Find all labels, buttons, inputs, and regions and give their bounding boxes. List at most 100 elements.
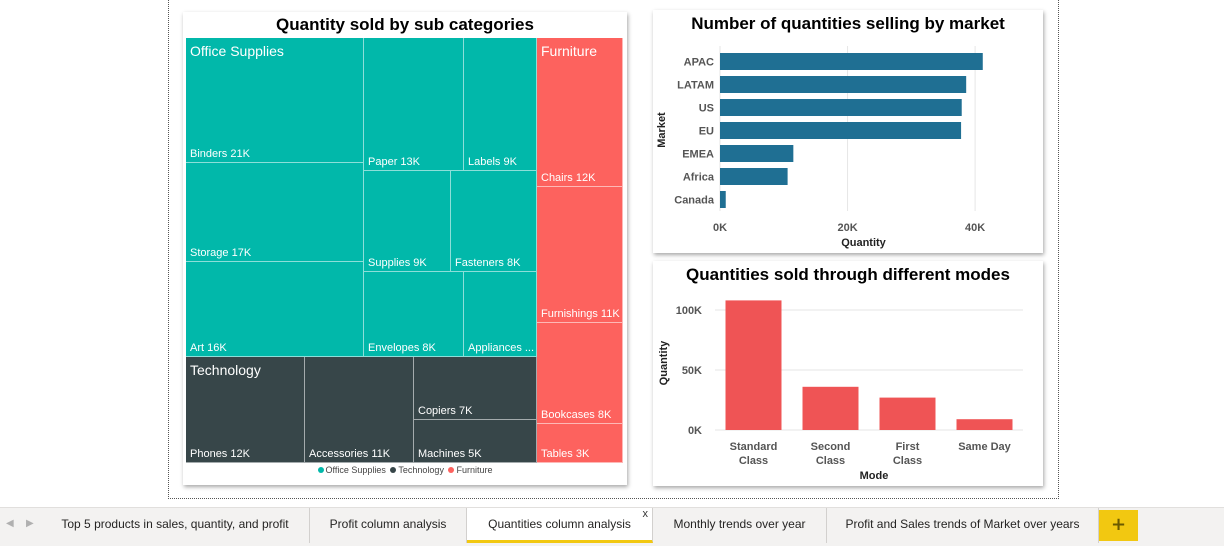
market-chart-title: Number of quantities selling by market: [691, 14, 1005, 33]
treemap-label-bookcases: Bookcases 8K: [541, 409, 612, 421]
treemap-cell-fasteners[interactable]: Fasteners 8K: [451, 171, 537, 272]
treemap-group-furniture: Furniture: [541, 43, 598, 59]
market-x-tick-label: 20K: [837, 222, 857, 234]
treemap-label-furnishings: Furnishings 11K: [541, 308, 620, 320]
legend-dot-office-supplies: [317, 467, 324, 473]
treemap-label-tables: Tables 3K: [541, 448, 590, 460]
treemap-visual[interactable]: Quantity sold by sub categories Office S…: [183, 12, 627, 485]
market-bar: [720, 145, 794, 162]
mode-column-chart-visual[interactable]: Quantities sold through different modes …: [653, 261, 1043, 486]
report-page-frame: [168, 0, 1059, 499]
legend-item-technology[interactable]: Technology: [390, 465, 444, 475]
treemap-cell-labels[interactable]: Labels 9K: [464, 38, 537, 171]
treemap-cell-chairs[interactable]: Furniture Chairs 12K: [537, 38, 623, 187]
treemap-label-binders: Binders 21K: [190, 148, 250, 160]
mode-y-tick-label: 100K: [676, 305, 702, 317]
treemap-cell-machines[interactable]: Machines 5K: [414, 420, 537, 463]
mode-column-chart: 0K 50K 100K Standard Class Second Class First Cl…: [658, 300, 1023, 482]
legend-dot-furniture: [448, 467, 455, 473]
report-canvas: Quantity sold by sub categories Office S…: [168, 0, 1059, 499]
market-x-tick-label: 0K: [713, 222, 727, 234]
treemap-label-copiers: Copiers 7K: [418, 405, 473, 417]
market-y-tick-label: US: [699, 103, 714, 115]
market-bar-chart-visual[interactable]: Number of quantities selling by market 0…: [653, 10, 1043, 253]
tab-top-5-products[interactable]: Top 5 products in sales, quantity, and p…: [41, 508, 310, 543]
legend-label-technology: Technology: [398, 465, 444, 475]
treemap-cell-art[interactable]: Art 16K: [186, 262, 364, 357]
treemap-label-phones: Phones 12K: [190, 448, 250, 460]
legend-label-furniture: Furniture: [456, 465, 493, 475]
market-bar-chart: 0K 20K 40K APAC LATAM US EU EMEA Africa Canada Qua…: [656, 46, 985, 249]
mode-y-axis-title: Quantity: [658, 340, 670, 385]
tab-label: Profit column analysis: [329, 517, 447, 531]
mode-bar: [725, 300, 782, 430]
market-y-axis-title: Market: [656, 112, 668, 148]
tab-monthly-trends[interactable]: Monthly trends over year: [653, 508, 827, 543]
market-bar: [720, 76, 967, 93]
plus-icon: +: [1110, 514, 1127, 535]
mode-chart-title: Quantities sold through different modes: [686, 265, 1010, 284]
market-bar: [720, 99, 962, 116]
mode-y-tick-label: 50K: [682, 365, 702, 377]
tab-label: Top 5 products in sales, quantity, and p…: [61, 517, 289, 531]
market-y-tick-label: EMEA: [682, 149, 714, 161]
market-y-tick-label: EU: [699, 126, 714, 138]
treemap-label-supplies: Supplies 9K: [368, 257, 427, 269]
page-tab-bar: ◀ ▶ Top 5 products in sales, quantity, a…: [0, 507, 1224, 546]
treemap-cell-storage[interactable]: Storage 17K: [186, 163, 364, 262]
legend-dot-technology: [390, 467, 397, 473]
mode-x-axis-title: Mode: [860, 470, 889, 482]
treemap-cell-bookcases[interactable]: Bookcases 8K: [537, 323, 623, 424]
next-page-arrow-icon[interactable]: ▶: [26, 518, 34, 529]
mode-y-tick-label: 0K: [688, 425, 702, 437]
treemap-group-office-supplies: Office Supplies: [190, 43, 284, 59]
treemap-label-storage: Storage 17K: [190, 247, 252, 259]
market-bar: [720, 168, 788, 185]
mode-x-tick-label: Standard Class: [730, 441, 778, 467]
legend-label-office-supplies: Office Supplies: [325, 465, 386, 475]
mode-bar: [802, 386, 859, 430]
treemap-cell-tables[interactable]: Tables 3K: [537, 424, 623, 463]
tab-profit-column-analysis[interactable]: Profit column analysis: [310, 508, 467, 543]
treemap-legend: Office Supplies Technology Furniture: [183, 465, 627, 475]
market-bar: [720, 191, 726, 208]
treemap-label-art: Art 16K: [190, 342, 227, 354]
mode-bar: [956, 419, 1013, 430]
add-page-button[interactable]: +: [1099, 510, 1138, 541]
market-bar: [720, 53, 983, 70]
treemap-cell-phones[interactable]: Technology Phones 12K: [186, 357, 305, 463]
treemap-label-envelopes: Envelopes 8K: [368, 342, 436, 354]
treemap-label-paper: Paper 13K: [368, 156, 420, 168]
treemap-cell-appliances[interactable]: Appliances ...: [464, 272, 537, 357]
market-y-tick-label: APAC: [684, 57, 714, 69]
treemap-cell-paper[interactable]: Paper 13K: [364, 38, 464, 171]
market-bar: [720, 122, 962, 139]
mode-x-tick-label: Same Day: [958, 441, 1011, 453]
market-y-tick-label: Africa: [683, 172, 715, 184]
market-x-axis-title: Quantity: [841, 237, 886, 249]
market-x-tick-label: 40K: [965, 222, 985, 234]
treemap-cell-binders[interactable]: Office Supplies Binders 21K: [186, 38, 364, 163]
tab-profit-sales-trends[interactable]: Profit and Sales trends of Market over y…: [827, 508, 1099, 543]
close-icon[interactable]: x: [642, 508, 649, 520]
treemap-cell-supplies[interactable]: Supplies 9K: [364, 171, 451, 272]
tab-label: Profit and Sales trends of Market over y…: [845, 517, 1080, 531]
treemap-label-machines: Machines 5K: [418, 448, 482, 460]
legend-item-office-supplies[interactable]: Office Supplies: [317, 465, 386, 475]
tab-label: Quantities column analysis: [488, 517, 631, 531]
mode-x-tick-label: First Class: [893, 441, 922, 467]
treemap-label-accessories: Accessories 11K: [309, 448, 391, 460]
treemap-cell-furnishings[interactable]: Furnishings 11K: [537, 187, 623, 323]
treemap-label-fasteners: Fasteners 8K: [455, 257, 521, 269]
treemap-label-appliances: Appliances ...: [468, 342, 535, 354]
treemap-label-labels: Labels 9K: [468, 156, 517, 168]
treemap-cell-accessories[interactable]: Accessories 11K: [305, 357, 414, 463]
market-y-tick-label: LATAM: [677, 80, 714, 92]
treemap-cell-copiers[interactable]: Copiers 7K: [414, 357, 537, 420]
treemap-title: Quantity sold by sub categories: [276, 15, 534, 34]
tab-quantities-column-analysis[interactable]: Quantities column analysis x: [467, 508, 653, 543]
market-y-tick-label: Canada: [674, 195, 715, 207]
legend-item-furniture[interactable]: Furniture: [448, 465, 492, 475]
treemap-cell-envelopes[interactable]: Envelopes 8K: [364, 272, 464, 357]
prev-page-arrow-icon[interactable]: ◀: [6, 518, 14, 529]
